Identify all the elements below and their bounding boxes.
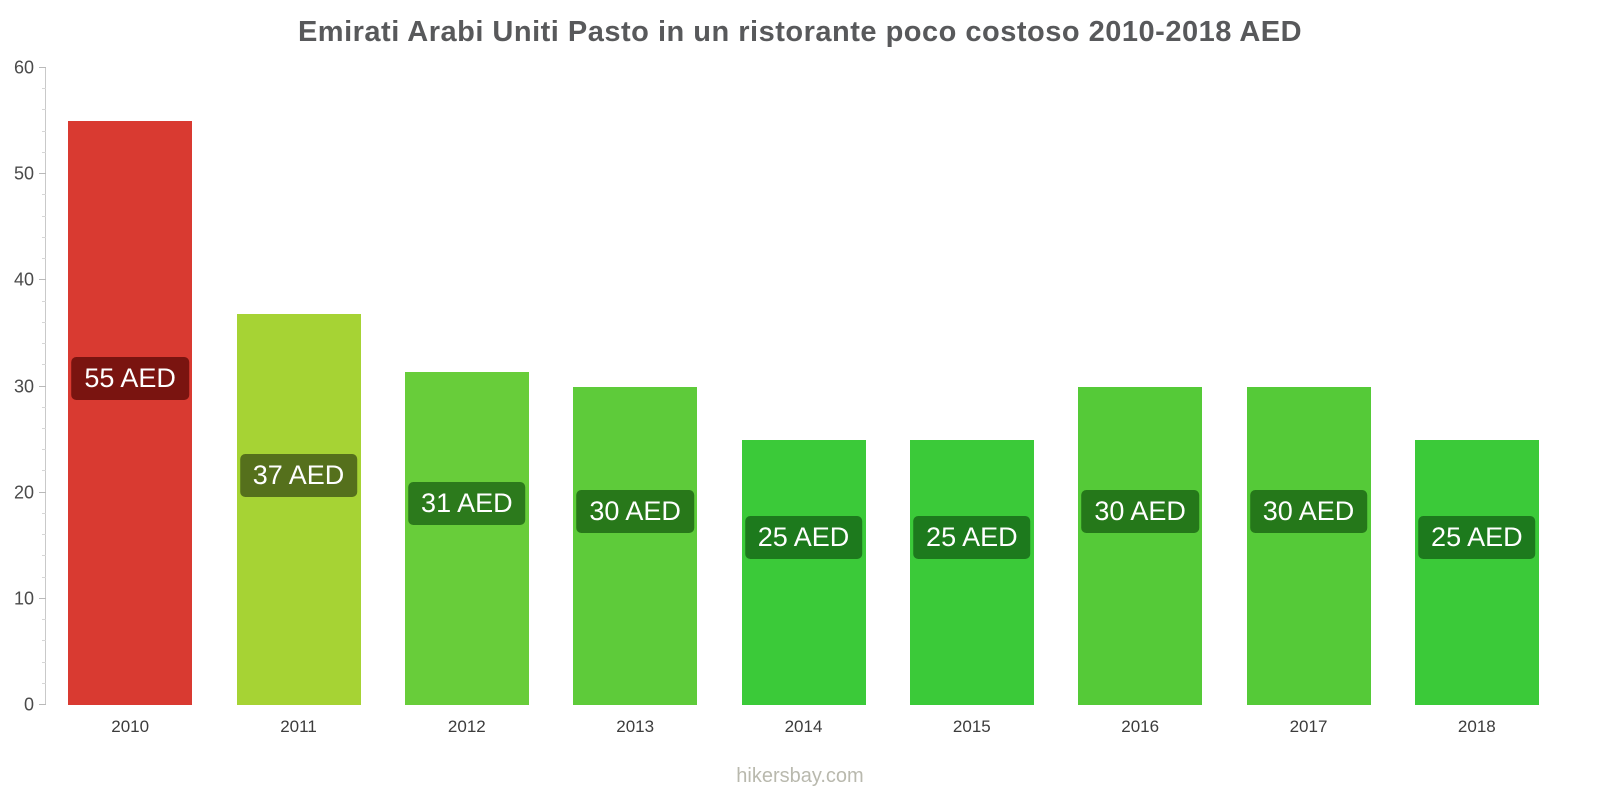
x-axis-label: 2013 (616, 717, 655, 736)
x-axis-label: 2010 (111, 717, 150, 736)
y-axis-minor-tick (42, 300, 46, 302)
bar-2015: 25 AED (909, 439, 1034, 705)
y-axis-minor-tick (42, 321, 46, 323)
y-axis-major-tick (39, 279, 46, 281)
x-axis-label: 2015 (952, 717, 991, 736)
y-axis-major-tick (39, 385, 46, 387)
bar-value-label: 30 AED (1081, 489, 1199, 533)
x-axis-label: 2011 (280, 717, 317, 736)
y-axis-minor-tick (42, 682, 46, 684)
x-axis-label: 2012 (447, 717, 486, 736)
y-axis-minor-tick (42, 640, 46, 642)
y-axis-label: 0 (23, 694, 34, 715)
y-axis-minor-tick (42, 512, 46, 514)
x-axis-label: 2017 (1289, 717, 1328, 736)
y-axis-label: 60 (13, 57, 34, 78)
x-axis-label: 2016 (1121, 717, 1160, 736)
y-axis-minor-tick (42, 427, 46, 429)
y-axis-minor-tick (42, 470, 46, 472)
x-axis-label: 2018 (1457, 717, 1496, 736)
y-axis-minor-tick (42, 534, 46, 536)
y-axis-minor-tick (42, 258, 46, 260)
y-axis-label: 20 (13, 482, 34, 503)
chart-title: Emirati Arabi Uniti Pasto in un ristoran… (297, 16, 1303, 48)
y-axis-minor-tick (42, 151, 46, 153)
bar-value-label: 25 AED (1418, 516, 1536, 560)
footer-watermark-link[interactable]: hikersbay.com (736, 765, 864, 787)
y-axis-minor-tick (42, 576, 46, 578)
y-axis-minor-tick (42, 236, 46, 238)
y-axis-minor-tick (42, 343, 46, 345)
bar-value-label: 25 AED (744, 516, 863, 560)
x-axis-label: 2014 (784, 717, 823, 736)
bar-value-label: 55 AED (71, 357, 189, 401)
bar-value-label: 30 AED (1249, 489, 1368, 533)
bar-2014: 25 AED (741, 439, 866, 705)
bar-2012: 31 AED (404, 371, 529, 705)
y-axis-minor-tick (42, 555, 46, 557)
bar-2013: 30 AED (573, 386, 698, 705)
y-axis-major-tick (39, 491, 46, 493)
y-axis-label: 10 (13, 588, 34, 609)
y-axis-minor-tick (42, 215, 46, 217)
y-axis-major-tick (39, 597, 46, 599)
y-axis-minor-tick (42, 194, 46, 196)
bar-value-label: 31 AED (408, 482, 526, 526)
y-axis-minor-tick (42, 130, 46, 132)
y-axis-minor-tick (42, 619, 46, 621)
y-axis-minor-tick (42, 449, 46, 451)
bar-2011: 37 AED (236, 314, 361, 705)
bar-2017: 30 AED (1246, 386, 1371, 705)
bar-value-label: 30 AED (576, 489, 694, 533)
plot-area: 0 10 20 30 40 50 60 55 AED 2010 37 AED 2011 31 AED 2… (14, 58, 1561, 736)
y-axis-minor-tick (42, 88, 46, 90)
y-axis-major-tick (39, 704, 46, 705)
y-axis-major-tick (39, 67, 46, 68)
y-axis-label: 50 (13, 163, 34, 184)
bar-value-label: 25 AED (913, 516, 1031, 560)
y-axis-label: 40 (13, 269, 34, 290)
y-axis-minor-tick (42, 406, 46, 408)
y-axis-major-tick (39, 173, 46, 175)
y-axis-minor-tick (42, 109, 46, 111)
y-axis-label: 30 (13, 376, 34, 396)
y-axis-minor-tick (42, 364, 46, 366)
y-axis-minor-tick (42, 661, 46, 663)
bar-2010: 55 AED (68, 121, 193, 705)
bar-value-label: 37 AED (239, 453, 358, 497)
bar-2018: 25 AED (1414, 439, 1539, 705)
bar-2016: 30 AED (1078, 386, 1203, 705)
